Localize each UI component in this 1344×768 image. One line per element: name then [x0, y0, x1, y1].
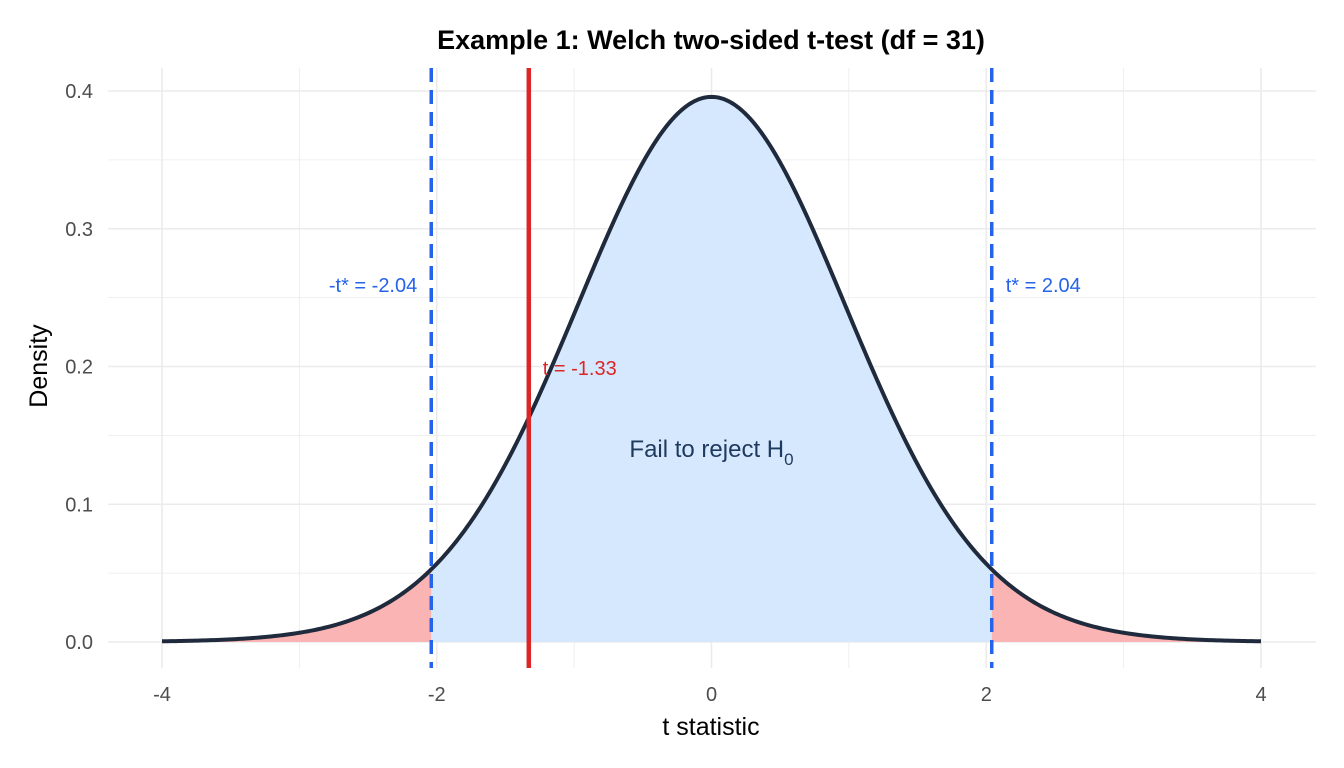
y-tick-label: 0.2 [65, 357, 93, 379]
x-tick-label: -4 [153, 684, 171, 706]
x-tick-label: 0 [706, 684, 717, 706]
y-axis-tick-labels: 0.0 0.1 0.2 0.3 0.4 [65, 81, 93, 654]
x-tick-label: 2 [981, 684, 992, 706]
rejection-region-left-area [162, 569, 432, 642]
y-tick-label: 0.1 [65, 494, 93, 516]
reference-lines [429, 68, 994, 668]
observed-t-label: t = -1.33 [543, 358, 617, 380]
region-label-subscript: 0 [784, 450, 793, 469]
y-axis-title: Density [25, 324, 53, 408]
x-axis-tick-labels: -4 -2 0 2 4 [153, 684, 1266, 706]
x-tick-label: -2 [428, 684, 446, 706]
neg-critical-label: -t* = -2.04 [329, 275, 417, 297]
y-tick-label: 0.4 [65, 81, 93, 103]
x-axis-title: t statistic [662, 713, 759, 741]
pos-critical-label: t* = 2.04 [1006, 275, 1081, 297]
acceptance-region-area [431, 96, 992, 643]
area-fills [162, 96, 1261, 643]
rejection-region-right-area [991, 569, 1261, 642]
density-curve [161, 94, 1262, 644]
x-tick-label: 4 [1255, 684, 1266, 706]
region-label-text: Fail to reject H [629, 436, 784, 463]
y-tick-label: 0.3 [65, 219, 93, 241]
y-tick-label: 0.0 [65, 632, 93, 654]
chart-title: Example 1: Welch two-sided t-test (df = … [437, 25, 985, 55]
density-curve-group [161, 94, 1262, 644]
region-label: Fail to reject H0 [629, 436, 793, 469]
